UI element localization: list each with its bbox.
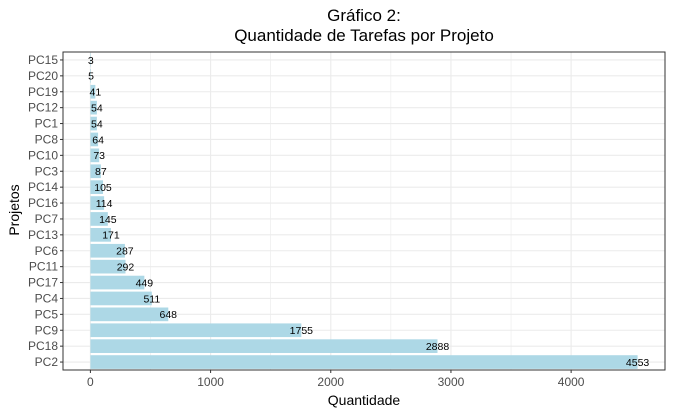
panel-border [62, 51, 666, 371]
bar-pc8 [90, 132, 99, 147]
x-axis-label: Quantidade [328, 392, 401, 408]
y-tick-label-pc16: PC16 [28, 196, 58, 210]
y-tick-label-pc18: PC18 [28, 339, 58, 353]
y-tick-label-pc13: PC13 [28, 228, 58, 242]
x-tick-label: 4000 [558, 375, 585, 389]
y-tick-label-pc15: PC15 [28, 53, 58, 67]
data-label-pc14: 105 [94, 182, 112, 194]
data-label-pc6: 287 [116, 246, 134, 258]
y-tick-label-pc7: PC7 [35, 212, 59, 226]
y-tick-label-pc19: PC19 [28, 85, 58, 99]
bar-pc7 [90, 212, 108, 226]
x-tick-label: 3000 [438, 375, 465, 389]
y-tick-label-pc5: PC5 [35, 307, 59, 321]
y-tick-label-pc6: PC6 [35, 244, 59, 258]
bar-pc12 [90, 100, 97, 115]
data-label-pc9: 1755 [290, 325, 314, 337]
data-label-pc13: 171 [102, 230, 120, 242]
bar-pc4 [90, 291, 152, 306]
y-tick-label-pc14: PC14 [28, 180, 58, 194]
y-tick-label-pc20: PC20 [28, 69, 58, 83]
data-label-pc15: 3 [88, 55, 94, 67]
y-tick-label-pc9: PC9 [35, 323, 59, 337]
bar-pc18 [90, 339, 438, 353]
data-label-pc11: 292 [117, 261, 135, 273]
y-tick-label-pc12: PC12 [28, 101, 58, 115]
data-label-pc8: 64 [92, 134, 104, 146]
x-tick-label: 2000 [317, 375, 344, 389]
y-tick-label-pc4: PC4 [35, 291, 59, 305]
bar-pc10 [90, 148, 100, 163]
data-label-pc2: 4553 [626, 357, 650, 369]
bar-pc14 [90, 180, 104, 194]
bar-pc17 [90, 275, 145, 290]
data-label-pc16: 114 [96, 198, 113, 210]
bar-pc1 [90, 116, 97, 131]
bar-pc11 [90, 259, 126, 274]
y-tick-label-pc17: PC17 [28, 276, 58, 290]
data-label-pc18: 2888 [426, 341, 450, 353]
data-label-pc7: 145 [99, 214, 117, 226]
y-tick-label-pc1: PC1 [35, 117, 59, 131]
x-tick-label: 0 [87, 375, 94, 389]
y-tick-label-pc3: PC3 [35, 164, 59, 178]
bar-pc16 [90, 196, 105, 210]
bar-pc15 [90, 53, 91, 67]
bar-pc3 [90, 164, 101, 179]
y-tick-label-pc2: PC2 [35, 355, 59, 369]
bar-pc5 [90, 307, 169, 322]
data-label-pc5: 648 [160, 309, 178, 321]
bar-pc2 [90, 355, 638, 369]
data-label-pc3: 87 [95, 166, 107, 178]
y-axis-label: Projetos [6, 184, 22, 235]
y-tick-label-pc8: PC8 [35, 132, 59, 146]
data-label-pc20: 5 [88, 71, 94, 83]
data-label-pc12: 54 [91, 102, 103, 114]
y-tick-label-pc10: PC10 [28, 148, 58, 162]
chart-title-line1: Gráfico 2: [327, 6, 401, 25]
data-label-pc19: 41 [89, 87, 101, 99]
data-label-pc17: 449 [136, 277, 154, 289]
bar-pc19 [90, 84, 96, 99]
bar-pc9 [90, 323, 302, 338]
x-tick-label: 1000 [197, 375, 224, 389]
data-label-pc4: 511 [143, 293, 160, 305]
bar-pc13 [90, 228, 111, 242]
bar-pc6 [90, 243, 125, 258]
bar-pc20 [90, 69, 92, 83]
chart-title-line2: Quantidade de Tarefas por Projeto [234, 26, 494, 45]
data-label-pc10: 73 [93, 150, 105, 162]
data-label-pc1: 54 [91, 118, 103, 130]
y-tick-label-pc11: PC11 [29, 260, 58, 274]
